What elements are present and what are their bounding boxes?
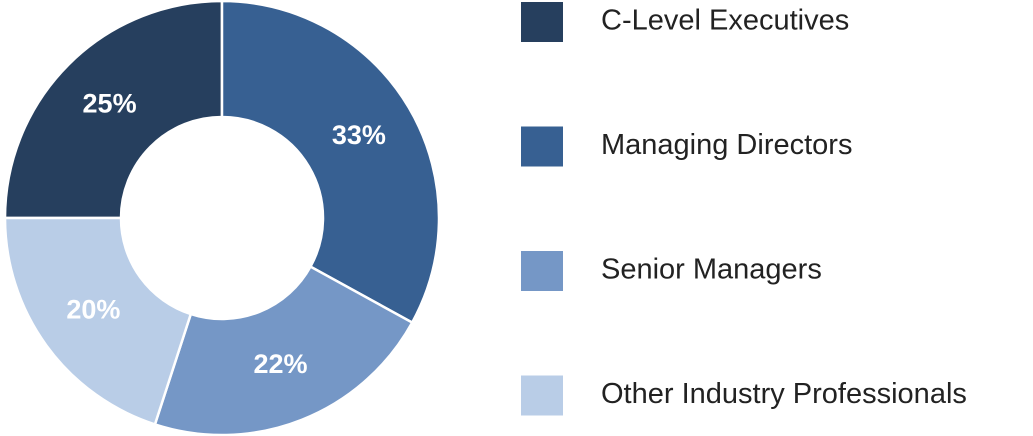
- donut-segment: [3, 0, 224, 220]
- legend-swatch: [521, 126, 563, 167]
- legend-label: Other Industry Professionals: [601, 378, 967, 410]
- donut-segment: [153, 264, 414, 436]
- legend-label: C-Level Executives: [601, 5, 849, 37]
- legend-swatch: [521, 2, 563, 42]
- legend-label: Senior Managers: [601, 254, 822, 286]
- value-label: 20%: [66, 295, 120, 325]
- value-label: 22%: [254, 349, 308, 379]
- donut-segment: [3, 216, 193, 426]
- legend-label: Managing Directors: [601, 129, 852, 161]
- legend-swatch: [521, 251, 563, 291]
- value-label: 33%: [332, 120, 386, 150]
- donut-segment: [220, 0, 441, 325]
- value-label: 25%: [83, 89, 137, 119]
- legend-swatch: [521, 375, 563, 416]
